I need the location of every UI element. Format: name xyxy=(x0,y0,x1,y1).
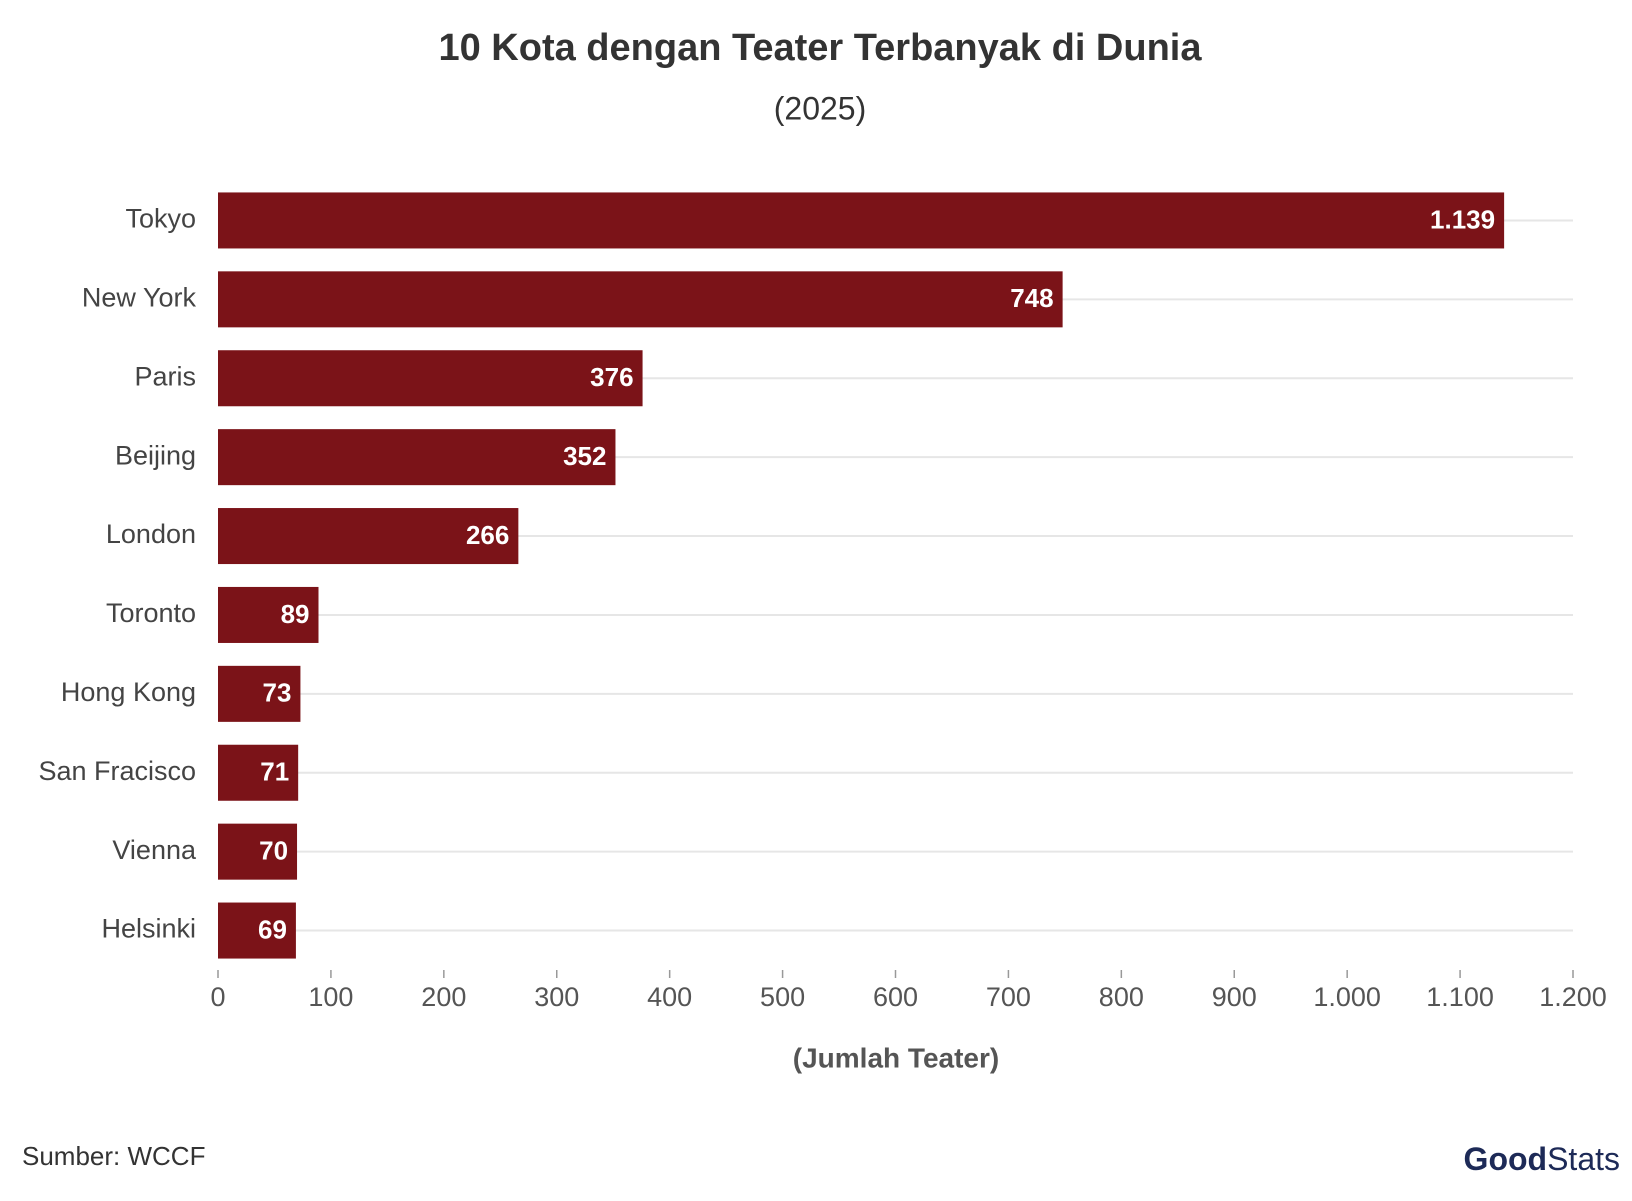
y-tick-label: Hong Kong xyxy=(61,677,196,707)
brand-logo: GoodStats xyxy=(1464,1141,1620,1177)
y-tick-label: Toronto xyxy=(106,598,196,628)
x-tick-label: 1.000 xyxy=(1313,982,1381,1012)
x-tick-label: 200 xyxy=(421,982,466,1012)
value-label: 376 xyxy=(590,362,633,392)
x-tick-label: 100 xyxy=(308,982,353,1012)
x-tick-label: 0 xyxy=(210,982,225,1012)
x-tick-label: 300 xyxy=(534,982,579,1012)
y-tick-label: Tokyo xyxy=(125,204,196,234)
y-tick-label: Paris xyxy=(134,361,196,391)
value-label: 748 xyxy=(1010,283,1053,313)
x-tick-label: 700 xyxy=(986,982,1031,1012)
x-tick-label: 900 xyxy=(1212,982,1257,1012)
y-tick-label: Beijing xyxy=(115,440,196,470)
value-label: 73 xyxy=(263,678,292,708)
bar xyxy=(218,665,301,722)
brand-good: Good xyxy=(1464,1141,1548,1177)
x-tick-label: 800 xyxy=(1099,982,1144,1012)
x-tick-label: 600 xyxy=(873,982,918,1012)
bar xyxy=(218,508,519,565)
bar xyxy=(218,429,616,486)
bar xyxy=(218,902,296,959)
value-label: 69 xyxy=(258,914,287,944)
bar xyxy=(218,823,298,880)
bar xyxy=(218,744,299,801)
bar xyxy=(218,586,319,643)
x-axis-label: (Jumlah Teater) xyxy=(793,1042,999,1073)
x-tick-label: 400 xyxy=(647,982,692,1012)
x-tick-label: 1.200 xyxy=(1539,982,1607,1012)
chart-title: 10 Kota dengan Teater Terbanyak di Dunia xyxy=(438,27,1202,69)
value-label: 89 xyxy=(281,599,310,629)
value-label: 352 xyxy=(563,441,606,471)
y-tick-label: London xyxy=(106,519,196,549)
y-tick-label: Helsinki xyxy=(101,914,196,944)
y-tick-label: New York xyxy=(82,282,197,312)
value-label: 266 xyxy=(466,520,509,550)
x-tick-label: 500 xyxy=(760,982,805,1012)
y-tick-label: San Fracisco xyxy=(38,756,196,786)
value-label: 70 xyxy=(259,836,288,866)
chart-subtitle: (2025) xyxy=(774,90,867,126)
x-tick-label: 1.100 xyxy=(1426,982,1494,1012)
value-label: 71 xyxy=(260,757,289,787)
value-label: 1.139 xyxy=(1430,204,1495,234)
source: Sumber: WCCF xyxy=(22,1141,205,1171)
bar xyxy=(218,271,1063,328)
bar xyxy=(218,350,643,407)
brand-stats: Stats xyxy=(1547,1141,1620,1177)
bar xyxy=(218,192,1505,249)
plot-area: 0 100 200 300 400 500 600 700 800 900 1.000 1.100 1.… xyxy=(38,192,1607,1012)
y-tick-label: Vienna xyxy=(112,835,197,865)
